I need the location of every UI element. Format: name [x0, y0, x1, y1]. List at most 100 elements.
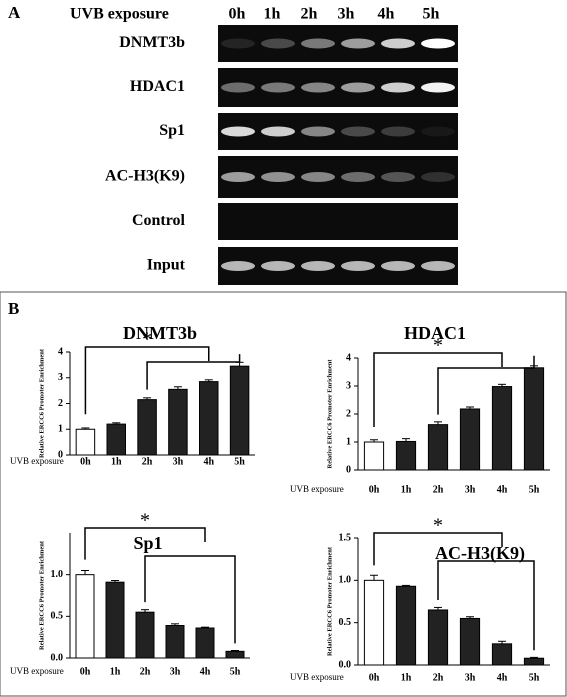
y-tick-label: 1 — [58, 424, 63, 435]
y-tick-label: 4 — [346, 352, 351, 363]
lane-label: 4h — [378, 6, 395, 23]
chart-title: AC-H3(K9) — [435, 543, 525, 564]
gel-band — [221, 172, 255, 182]
gel-strip — [218, 203, 458, 240]
x-tick-label: 5h — [230, 666, 241, 677]
gel-band — [381, 126, 415, 137]
y-axis-label: Relative ERCC6 Promoter Enrichment — [38, 348, 45, 458]
bar — [137, 399, 157, 456]
x-tick-label: 2h — [433, 484, 444, 495]
gel-band — [341, 82, 375, 93]
x-tick-label: 0h — [80, 666, 91, 677]
gel-band — [341, 172, 375, 182]
x-tick-label: 2h — [433, 672, 444, 683]
x-tick-label: 5h — [529, 484, 540, 495]
gel-band — [301, 82, 335, 93]
gel-band — [301, 38, 335, 49]
gel-band — [261, 82, 295, 93]
x-axis-label: UVB exposure — [290, 484, 344, 494]
x-tick-label: 1h — [110, 666, 121, 677]
x-axis-label: UVB exposure — [10, 456, 64, 466]
gel-strip — [218, 247, 458, 285]
y-tick-label: 2 — [346, 408, 351, 419]
gel-band — [341, 126, 375, 137]
x-tick-label: 5h — [234, 456, 245, 467]
gel-band — [221, 126, 255, 137]
y-tick-label: 0 — [58, 449, 63, 460]
bar — [135, 611, 155, 659]
x-tick-label: 3h — [173, 456, 184, 467]
gel-band — [421, 261, 455, 271]
x-tick-label: 1h — [401, 484, 412, 495]
x-tick-label: 0h — [80, 456, 91, 467]
bar — [165, 625, 185, 659]
row-label: DNMT3b — [119, 34, 185, 51]
panel-label: B — [8, 299, 19, 318]
gel-strip — [218, 156, 458, 198]
bar — [523, 657, 545, 666]
row-label: Input — [147, 257, 186, 274]
x-axis-label: UVB exposure — [290, 672, 344, 682]
x-tick-label: 2h — [140, 666, 151, 677]
y-axis-label: Relative ERCC6 Promoter Enrichment — [326, 359, 333, 469]
chart-title: DNMT3b — [123, 323, 197, 343]
y-tick-label: 0.5 — [339, 617, 352, 628]
significance-bracket — [373, 532, 535, 651]
gel-band — [421, 82, 455, 93]
x-tick-label: 4h — [497, 672, 508, 683]
lane-label: 0h — [229, 6, 246, 23]
bar — [363, 441, 385, 471]
y-tick-label: 1 — [346, 436, 351, 447]
y-tick-label: 3 — [58, 372, 63, 383]
chart-title: HDAC1 — [404, 323, 466, 343]
gel-band — [341, 261, 375, 271]
bar — [168, 388, 188, 456]
bar — [427, 424, 449, 471]
row-label: Sp1 — [159, 122, 185, 139]
x-tick-label: 3h — [465, 484, 476, 495]
bar — [105, 581, 125, 659]
bar — [75, 574, 95, 659]
gel-band — [421, 126, 455, 137]
x-tick-label: 3h — [170, 666, 181, 677]
gel-band — [381, 38, 415, 49]
lane-label: 3h — [338, 6, 355, 23]
gel-band — [261, 261, 295, 271]
gel-strip — [218, 68, 458, 107]
row-label: AC-H3(K9) — [105, 168, 185, 185]
gel-band — [221, 261, 255, 271]
bar — [491, 386, 513, 471]
x-tick-label: 4h — [497, 484, 508, 495]
significance-star: * — [433, 515, 443, 537]
row-label: HDAC1 — [130, 78, 185, 95]
gel-strip — [218, 113, 458, 150]
gel-band — [381, 82, 415, 93]
bar — [395, 585, 417, 666]
bar — [427, 609, 449, 666]
gel-strip — [218, 25, 458, 62]
gel-band — [301, 126, 335, 137]
gel-band — [261, 172, 295, 182]
gel-band — [421, 38, 455, 49]
lane-label: 1h — [264, 6, 281, 23]
y-tick-label: 4 — [58, 346, 63, 357]
y-tick-label: 1.5 — [339, 532, 352, 543]
bar — [229, 365, 250, 456]
x-tick-label: 3h — [465, 672, 476, 683]
bar — [225, 650, 245, 659]
significance-star: * — [142, 329, 152, 351]
exposure-label: UVB exposure — [70, 6, 169, 23]
lane-label: 2h — [301, 6, 318, 23]
gel-band — [381, 261, 415, 271]
x-tick-label: 5h — [529, 672, 540, 683]
y-tick-label: 0.0 — [339, 659, 352, 670]
lane-label: 5h — [423, 6, 440, 23]
bar — [195, 627, 215, 659]
gel-band — [301, 261, 335, 271]
significance-star: * — [433, 335, 443, 357]
significance-bracket — [373, 352, 535, 427]
y-tick-label: 3 — [346, 380, 351, 391]
bar — [459, 617, 481, 666]
y-axis-label: Relative ERCC6 Promoter Enrichment — [38, 540, 45, 650]
gel-band — [341, 38, 375, 49]
